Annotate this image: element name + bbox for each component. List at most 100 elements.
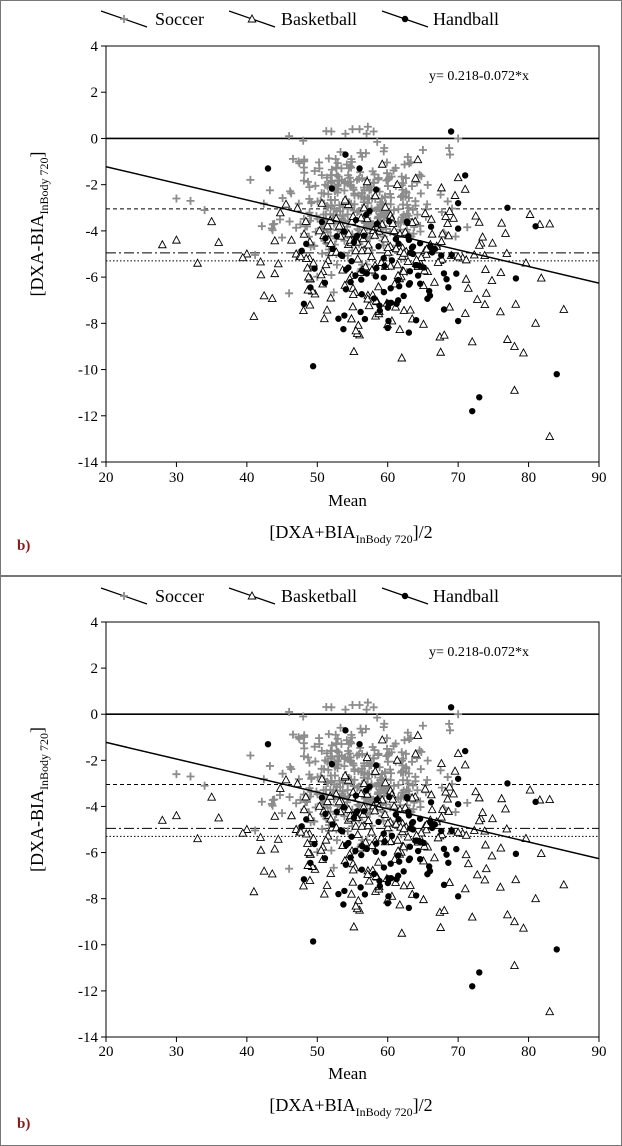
point-soccer [311, 181, 320, 190]
point-handball [440, 845, 448, 853]
legend-marker-basketball [247, 591, 257, 600]
point-basketball [474, 815, 484, 825]
point-soccer [299, 136, 308, 145]
point-handball [335, 890, 342, 898]
y-tick-label: -6 [86, 846, 99, 862]
point-handball [380, 864, 388, 871]
point-soccer [294, 157, 303, 166]
point-soccer [305, 758, 314, 767]
point-basketball [323, 796, 333, 805]
point-handball [338, 828, 346, 835]
point-soccer [394, 795, 403, 804]
point-basketball [292, 778, 303, 788]
point-handball [454, 225, 462, 232]
point-basketball [502, 824, 512, 833]
point-basketball [346, 313, 357, 323]
point-basketball [436, 182, 446, 192]
y-tick-label: -10 [78, 938, 98, 954]
point-soccer [406, 158, 415, 167]
point-basketball [474, 217, 484, 226]
point-soccer [423, 180, 432, 189]
point-basketball [487, 813, 498, 823]
point-soccer [415, 170, 424, 179]
point-basketball [426, 214, 436, 223]
point-basketball [171, 810, 181, 820]
point-handball [461, 172, 469, 179]
point-handball [309, 938, 317, 945]
point-handball [386, 793, 393, 801]
y-tick-label: -10 [78, 363, 98, 379]
point-soccer [324, 154, 333, 163]
y-tick-label: -2 [86, 178, 99, 194]
point-handball [438, 827, 445, 835]
point-soccer [299, 739, 308, 748]
point-handball [445, 859, 452, 866]
point-soccer [373, 137, 382, 146]
point-soccer [463, 798, 472, 807]
point-handball [298, 823, 305, 830]
point-basketball [207, 216, 217, 226]
y-tick-label: -8 [86, 892, 99, 908]
point-soccer [399, 200, 408, 209]
point-basketball [444, 782, 455, 791]
point-handball [309, 363, 317, 370]
point-soccer [370, 170, 379, 179]
point-handball [352, 810, 360, 817]
point-handball [381, 262, 388, 270]
point-handball [440, 270, 448, 277]
point-basketball [421, 249, 431, 258]
y-tick-label: -8 [86, 316, 99, 332]
point-handball [358, 866, 366, 873]
point-handball [453, 845, 460, 853]
point-basketball [351, 245, 361, 255]
point-basketball [270, 268, 280, 278]
point-soccer [278, 233, 287, 242]
point-basketball [487, 851, 497, 860]
point-basketball [502, 248, 512, 257]
point-basketball [480, 264, 491, 273]
point-basketball [296, 827, 306, 836]
point-handball [347, 854, 354, 861]
point-soccer [389, 206, 398, 215]
point-basketball [259, 290, 269, 300]
point-handball [373, 840, 380, 847]
point-handball [373, 762, 380, 769]
point-basketball [448, 788, 459, 798]
point-soccer [405, 159, 414, 168]
point-soccer [270, 219, 279, 228]
x-tick-label: 40 [239, 470, 254, 486]
point-soccer [331, 155, 340, 164]
y-tick-label: 0 [91, 707, 99, 723]
x-tick-label: 80 [521, 470, 536, 486]
point-basketball [267, 869, 277, 878]
point-handball [395, 858, 403, 865]
point-basketball [399, 823, 409, 833]
point-soccer [416, 797, 425, 806]
point-basketball [380, 777, 390, 787]
point-soccer [396, 768, 405, 777]
point-handball [307, 284, 314, 291]
point-handball [352, 792, 360, 799]
point-handball [388, 257, 396, 264]
point-soccer [299, 752, 308, 761]
point-basketball [545, 431, 555, 441]
point-basketball [471, 786, 481, 796]
point-soccer [360, 761, 369, 770]
point-soccer [337, 164, 346, 173]
point-basketball [444, 877, 455, 886]
point-soccer [334, 760, 343, 769]
point-soccer [305, 183, 314, 192]
point-soccer [400, 160, 409, 169]
point-basketball [281, 199, 291, 208]
point-basketball [471, 211, 481, 220]
point-basketball [314, 225, 324, 235]
plot-frame [105, 45, 600, 463]
x-tick-label: 50 [310, 1044, 325, 1060]
point-basketball [380, 809, 390, 818]
point-handball [328, 185, 336, 192]
point-soccer [327, 165, 336, 174]
point-basketball [426, 789, 436, 799]
point-basketball [255, 257, 266, 266]
point-handball [427, 243, 434, 251]
point-basketball [450, 190, 460, 199]
